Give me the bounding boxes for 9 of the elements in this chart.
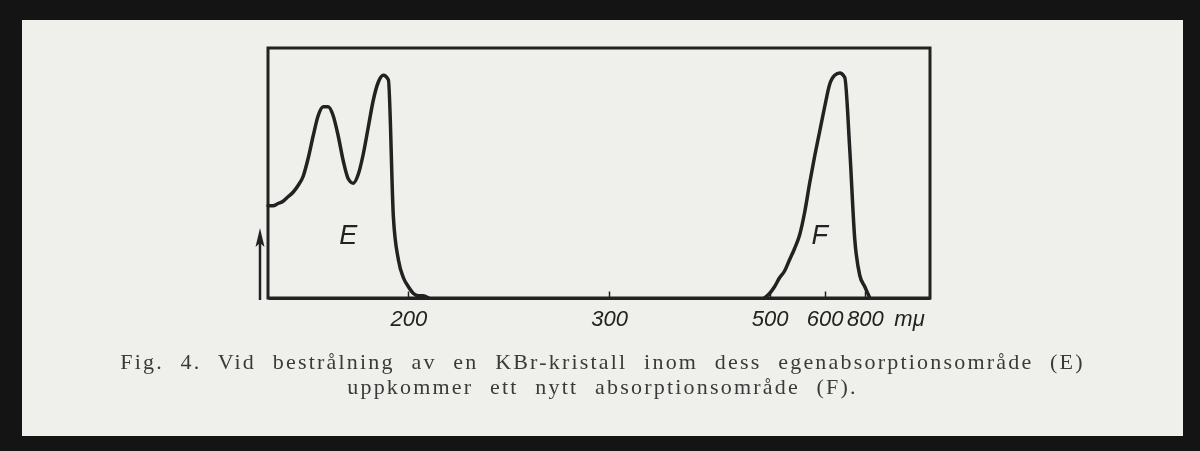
series-label: F (811, 219, 830, 250)
x-tick-label: 600 (806, 305, 845, 331)
x-tick-label: 200 (389, 305, 429, 331)
x-axis-title: mμ (894, 305, 925, 331)
x-tick-label: 500 (751, 305, 790, 331)
x-tick-label: 800 (846, 305, 885, 331)
x-tick-label: 300 (591, 305, 629, 331)
caption: Fig. 4. Vid bestrålning av en KBr-kristall inom dess egenabsorptionsområde (E) uppkommer ett nytt absorptionsområde (F). (119, 349, 1086, 399)
series-label: E (339, 219, 359, 250)
